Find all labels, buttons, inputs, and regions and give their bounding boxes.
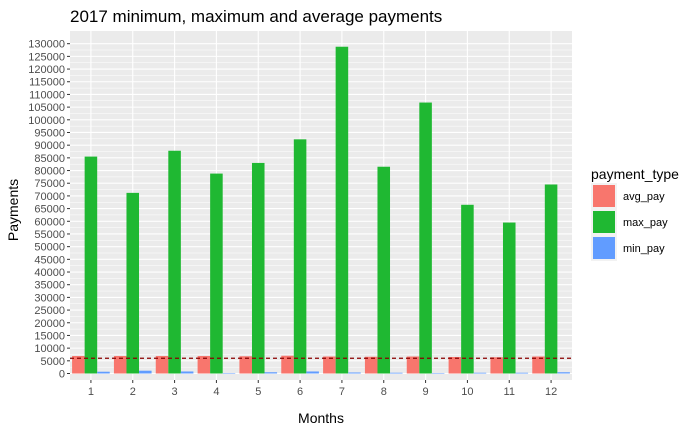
y-tick-label: 80000 [34, 166, 65, 178]
y-tick-label: 15000 [34, 330, 65, 342]
y-tick-label: 120000 [28, 64, 65, 76]
bar-max_pay-9 [419, 102, 432, 374]
y-tick-label: 50000 [34, 242, 65, 254]
y-tick-label: 100000 [28, 115, 65, 127]
bar-avg_pay-1 [72, 355, 85, 374]
bar-avg_pay-4 [197, 355, 211, 374]
x-tick-label: 2 [130, 386, 136, 398]
y-tick-label: 20000 [34, 318, 65, 330]
legend-label-avg_pay: avg_pay [623, 191, 665, 203]
bar-max_pay-11 [502, 222, 516, 374]
bar-avg_pay-8 [364, 356, 378, 374]
bar-avg_pay-6 [281, 355, 294, 374]
bar-max_pay-5 [251, 162, 265, 374]
x-tick-label: 4 [213, 386, 219, 398]
bar-min_pay-2 [139, 370, 152, 374]
y-tick-label: 10000 [34, 343, 65, 355]
bar-min_pay-11 [515, 372, 529, 374]
bar-avg_pay-2 [113, 355, 127, 374]
legend-label-max_pay: max_pay [623, 217, 668, 229]
legend-swatch-avg_pay [593, 185, 615, 207]
bar-avg_pay-9 [406, 356, 420, 374]
major-gridlines [70, 31, 572, 380]
x-tick-label: 8 [381, 386, 387, 398]
y-axis-title: Payments [5, 179, 21, 241]
bar-min_pay-12 [557, 372, 570, 374]
legend-label-min_pay: min_pay [623, 243, 665, 255]
y-tick-label: 40000 [34, 267, 65, 279]
bar-avg_pay-11 [490, 357, 503, 374]
x-axis: 1 2 3 4 5 6 7 8 9 10 11 12 [88, 380, 557, 398]
bar-avg_pay-7 [323, 356, 336, 374]
bar-max_pay-2 [126, 192, 140, 374]
bars [72, 46, 570, 374]
y-tick-label: 35000 [34, 280, 65, 292]
y-tick-label: 70000 [34, 191, 65, 203]
minor-gridlines [70, 49, 572, 368]
y-tick-label: 105000 [28, 102, 65, 114]
bar-max_pay-4 [210, 173, 223, 374]
y-tick-label: 115000 [29, 77, 65, 89]
y-tick-label: 60000 [34, 216, 65, 228]
legend-swatch-min_pay [593, 237, 615, 259]
y-tick-label: 5000 [41, 356, 65, 368]
plot-panel [70, 31, 572, 380]
y-tick-label: 130000 [28, 39, 65, 51]
x-tick-label: 7 [339, 386, 345, 398]
y-tick-label: 25000 [34, 305, 65, 317]
bar-min_pay-8 [390, 372, 403, 374]
x-tick-label: 3 [172, 386, 178, 398]
y-tick-label: 110000 [29, 89, 65, 101]
bar-min_pay-10 [473, 372, 487, 374]
bar-min_pay-1 [97, 371, 110, 374]
legend-title: payment_type [591, 166, 679, 182]
bar-min_pay-4 [222, 372, 236, 374]
legend-swatch-max_pay [593, 211, 615, 233]
y-tick-label: 95000 [34, 127, 65, 139]
bar-max_pay-12 [544, 184, 558, 374]
y-tick-label: 30000 [34, 292, 65, 304]
bar-min_pay-5 [264, 372, 278, 374]
y-tick-label: 45000 [34, 254, 65, 266]
bar-max_pay-10 [461, 204, 474, 374]
x-tick-label: 10 [461, 386, 473, 398]
bar-max_pay-7 [335, 46, 349, 374]
bar-min_pay-3 [180, 371, 194, 374]
x-tick-label: 9 [423, 386, 429, 398]
legend: payment_type avg_pay max_pay min_pay [591, 166, 679, 261]
bar-max_pay-1 [84, 156, 98, 374]
bar-max_pay-3 [168, 150, 181, 374]
x-tick-label: 11 [504, 386, 515, 398]
x-axis-title: Months [298, 410, 344, 426]
bar-avg_pay-3 [155, 355, 169, 374]
y-axis: 0500010000150002000025000300003500040000… [28, 39, 70, 381]
bar-avg_pay-5 [239, 356, 252, 374]
x-tick-label: 12 [545, 386, 557, 398]
y-tick-label: 85000 [34, 153, 65, 165]
bar-avg_pay-12 [532, 356, 545, 374]
bar-min_pay-9 [431, 372, 445, 374]
y-tick-label: 65000 [34, 204, 65, 216]
chart-title: 2017 minimum, maximum and average paymen… [70, 7, 442, 26]
bar-min_pay-7 [348, 372, 361, 374]
bar-min_pay-6 [306, 371, 319, 374]
bar-max_pay-6 [293, 139, 307, 374]
bar-avg_pay-10 [448, 357, 462, 374]
x-tick-label: 6 [297, 386, 303, 398]
y-tick-label: 125000 [28, 51, 65, 63]
y-tick-label: 55000 [34, 229, 65, 241]
y-tick-label: 0 [59, 369, 65, 381]
y-tick-label: 75000 [34, 178, 65, 190]
y-tick-label: 90000 [34, 140, 65, 152]
x-tick-label: 5 [255, 386, 261, 398]
x-tick-label: 1 [88, 386, 94, 398]
bar-max_pay-8 [377, 166, 391, 374]
